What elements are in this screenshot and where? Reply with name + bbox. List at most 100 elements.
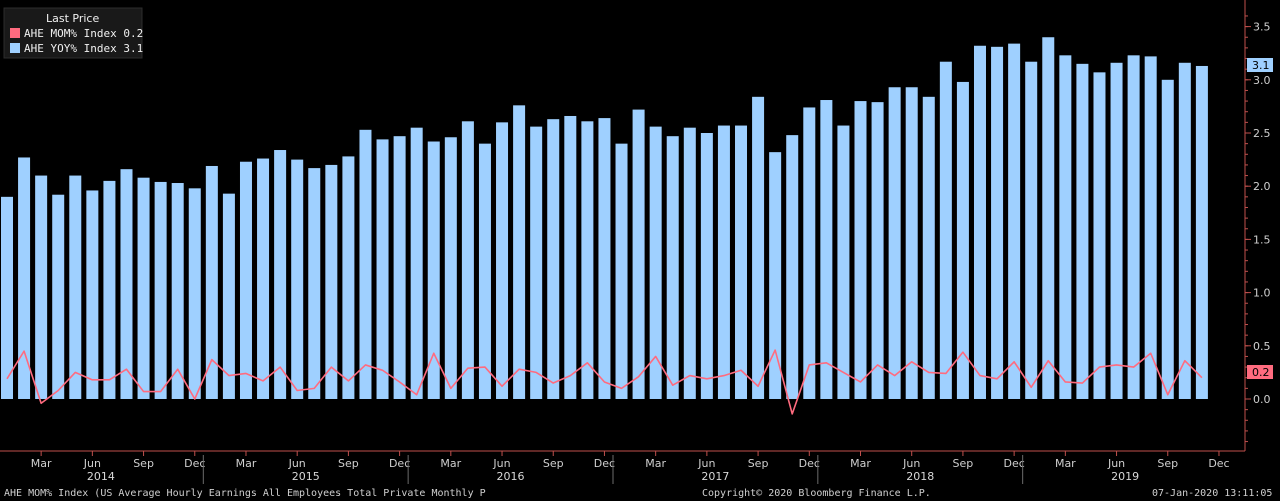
year-labels: 2014 2015 2016 2017 2018 2019 [87,455,1139,484]
yoy-bar [496,122,509,400]
legend: Last Price AHE MOM% Index 0.2 AHE YOY% I… [3,7,143,59]
yoy-bar [410,127,423,400]
year-label: 2014 [87,470,115,483]
yoy-bar [888,87,901,399]
year-label: 2017 [701,470,729,483]
y-tick-label: 0.0 [1253,393,1271,406]
yoy-bar [683,127,696,400]
legend-item-mom: AHE MOM% Index 0.2 [24,27,143,40]
y-axis-ticks: 0.0 0.5 1.0 1.5 2.0 2.5 3.0 3.5 [1245,15,1271,443]
footer: AHE MOM% Index (US Average Hourly Earnin… [4,488,1272,499]
yoy-bar [427,141,440,399]
yoy-bar [154,181,167,399]
yoy-bar [700,133,713,399]
year-label: 2016 [497,470,525,483]
y-tick-label: 2.0 [1253,180,1271,193]
yoy-bar [820,100,833,400]
footer-timestamp: 07-Jan-2020 13:11:05 [1152,488,1272,499]
yoy-bar [120,169,133,399]
x-tick-label: Sep [953,457,974,470]
yoy-bar [1008,43,1021,400]
yoy-bar [956,81,969,400]
legend-swatch-mom [10,28,20,38]
yoy-bar [188,188,201,399]
yoy-bar [632,109,645,399]
yoy-bar [598,118,611,399]
x-tick-label: Dec [1208,457,1229,470]
yoy-bar [837,125,850,400]
yoy-bar [1059,55,1072,399]
yoy-bars-layer [1,37,1208,400]
y-tick-label: 3.5 [1253,21,1271,34]
yoy-bar [69,175,82,399]
yoy-bar [513,105,526,399]
x-tick-label: Mar [236,457,257,470]
yoy-bar [1093,72,1106,399]
yoy-bar [1076,63,1089,400]
x-tick-label: Jun [492,457,510,470]
yoy-bar [854,101,867,399]
yoy-bar [786,135,799,399]
x-axis-ticks: Mar Jun Sep Dec Mar Jun Sep Dec Mar Jun Sep Dec Mar J… [31,451,1230,470]
x-tick-label: Dec [1003,457,1024,470]
yoy-last-value-text: 3.1 [1252,59,1270,72]
footer-copyright: Copyright© 2020 Bloomberg Finance L.P. [702,488,931,499]
yoy-bar [717,125,730,400]
yoy-bar [205,165,218,399]
x-tick-label: Jun [288,457,306,470]
yoy-bar [1161,79,1174,400]
yoy-bar [239,161,252,399]
yoy-bar [325,164,338,399]
x-tick-label: Mar [645,457,666,470]
yoy-bar [564,115,577,399]
yoy-bar [1144,56,1157,399]
yoy-bar [666,136,679,399]
x-tick-label: Dec [184,457,205,470]
legend-background [3,7,143,59]
y-tick-label: 1.5 [1253,233,1271,246]
yoy-bar [461,121,474,400]
mom-last-value-badge [1247,365,1273,379]
yoy-bar [649,126,662,400]
yoy-bar [1110,62,1123,399]
footer-source-label: AHE MOM% Index (US Average Hourly Earnin… [4,488,486,499]
x-tick-label: Dec [389,457,410,470]
yoy-bar [342,156,355,399]
year-label: 2018 [906,470,934,483]
y-tick-label: 3.0 [1253,74,1271,87]
yoy-bar [991,46,1004,399]
x-tick-label: Sep [1157,457,1178,470]
legend-item-yoy: AHE YOY% Index 3.1 [24,42,143,55]
yoy-bar [530,126,543,400]
legend-title: Last Price [46,12,99,25]
yoy-bar [973,45,986,399]
yoy-bar [52,194,65,399]
yoy-bar [1,196,13,399]
yoy-bar [615,143,628,399]
yoy-bar [376,139,389,399]
yoy-bar [922,96,935,399]
x-tick-label: Sep [133,457,154,470]
yoy-bar [581,121,594,400]
x-tick-label: Jun [1107,457,1125,470]
yoy-bar [769,152,782,399]
x-tick-label: Jun [902,457,920,470]
mom-line-layer [6,349,1203,415]
yoy-bar [171,183,184,399]
x-tick-label: Dec [594,457,615,470]
x-tick-label: Sep [543,457,564,470]
y-tick-label: 1.0 [1253,287,1271,300]
yoy-bar [1195,65,1208,399]
yoy-last-value-badge [1247,58,1273,72]
x-tick-label: Jun [697,457,715,470]
year-label: 2019 [1111,470,1139,483]
x-tick-label: Mar [850,457,871,470]
yoy-bar [393,136,406,399]
mom-line [6,349,1203,415]
yoy-bar [803,107,816,400]
yoy-bar [547,119,560,400]
yoy-bar [752,96,765,399]
year-label: 2015 [292,470,320,483]
yoy-bar [291,159,304,399]
